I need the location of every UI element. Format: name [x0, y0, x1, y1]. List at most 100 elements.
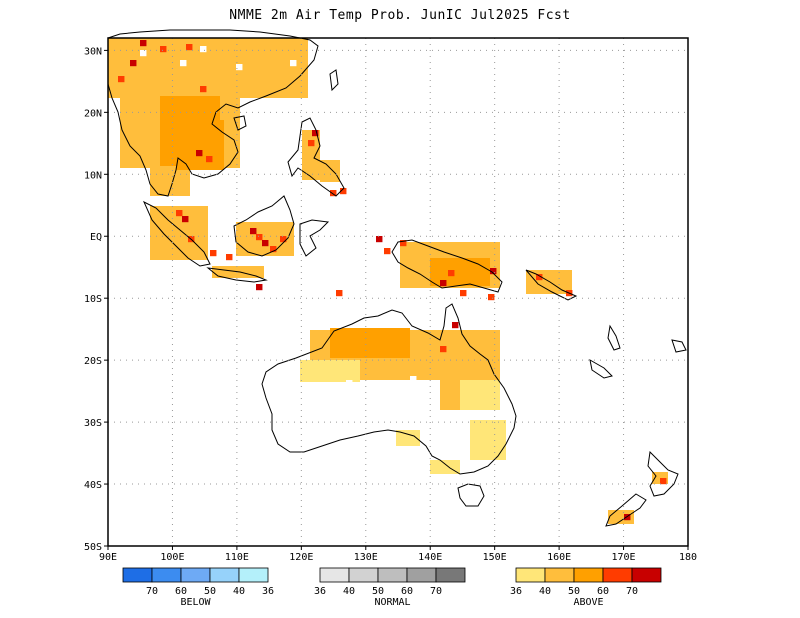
prob-cell-hot — [256, 284, 263, 291]
lon-label: 130E — [354, 552, 378, 563]
prob-cell-hot — [206, 156, 213, 163]
legend-swatch-below — [151, 567, 182, 583]
lon-label: 150E — [483, 552, 507, 563]
prob-cell-none — [290, 60, 297, 67]
lat-label: 50S — [84, 542, 102, 553]
prob-cell-hot — [256, 234, 263, 241]
prob-cell-none — [200, 46, 207, 53]
coast-taiwan — [329, 69, 339, 92]
prob-cell-hot — [384, 248, 391, 255]
lon-label: 110E — [225, 552, 249, 563]
legend-name-above: ABOVE — [573, 597, 603, 608]
legend-tick-below: 50 — [204, 586, 216, 597]
legend-swatch-below — [209, 567, 240, 583]
prob-cell-hot — [308, 140, 315, 147]
legend-name-normal: NORMAL — [374, 597, 410, 608]
coast-vanuatu — [607, 324, 621, 351]
legend-tick-below: 60 — [175, 586, 187, 597]
prob-cell-none — [410, 376, 417, 383]
prob-cell-hot — [400, 240, 407, 247]
prob-cell-block — [300, 360, 360, 382]
lat-label: 40S — [84, 480, 102, 491]
prob-cell-block — [302, 130, 320, 180]
legend-tick-above: 60 — [597, 586, 609, 597]
lat-label: 20S — [84, 356, 102, 367]
lat-label: 20N — [84, 108, 102, 119]
legend-tick-below: 40 — [233, 586, 245, 597]
prob-cell-block — [608, 510, 634, 524]
legend-tick-below: 36 — [262, 586, 274, 597]
legend-swatch-above — [631, 567, 662, 583]
prob-cell-hot — [160, 46, 167, 53]
prob-cell-hot — [330, 190, 337, 197]
prob-cell-hot — [226, 254, 233, 261]
legend-swatch-normal — [406, 567, 437, 583]
legend-tick-above: 50 — [568, 586, 580, 597]
coast-philippines — [287, 117, 345, 197]
legend-tick-above: 70 — [626, 586, 638, 597]
legend-swatch-normal — [348, 567, 379, 583]
lat-label: EQ — [90, 232, 102, 243]
prob-cell-block — [396, 430, 420, 446]
legend-tick-normal: 40 — [343, 586, 355, 597]
map-frame — [107, 37, 689, 547]
prob-cell-hot — [196, 150, 203, 157]
prob-cell-hot — [130, 60, 137, 67]
legend-swatch-below — [180, 567, 211, 583]
coast-borneo — [233, 195, 295, 257]
prob-cell-block — [430, 460, 460, 474]
prob-cell-block — [470, 420, 506, 460]
legend-tick-normal: 50 — [372, 586, 384, 597]
prob-cell-block — [176, 120, 224, 170]
prob-cell-none — [180, 60, 187, 67]
lon-label: 160E — [547, 552, 571, 563]
prob-cell-none — [250, 104, 257, 111]
lat-label: 10N — [84, 170, 102, 181]
prob-cell-hot — [452, 322, 459, 329]
prob-cell-hot — [182, 216, 189, 223]
lon-label: 100E — [160, 552, 184, 563]
prob-cell-block — [108, 38, 308, 98]
legend-tick-normal: 60 — [401, 586, 413, 597]
coast-new-caledonia — [589, 359, 613, 379]
legend-swatch-below — [238, 567, 269, 583]
lat-label: 30N — [84, 46, 102, 57]
coast-nz-north — [647, 450, 679, 497]
lat-label: 30S — [84, 418, 102, 429]
prob-cell-block — [460, 380, 500, 410]
prob-cell-hot — [176, 210, 183, 217]
prob-cell-hot — [186, 44, 193, 51]
prob-cell-hot — [340, 188, 347, 195]
lat-label: 10S — [84, 294, 102, 305]
prob-cell-hot — [312, 130, 319, 137]
legend-swatch-below — [122, 567, 153, 583]
coast-hainan — [233, 115, 247, 131]
prob-cell-hot — [448, 270, 455, 277]
lon-label: 120E — [289, 552, 313, 563]
prob-cell-hot — [488, 294, 495, 301]
prob-cell-hot — [376, 236, 383, 243]
prob-cell-hot — [118, 76, 125, 83]
legend-name-below: BELOW — [180, 597, 211, 608]
legend-tick-above: 36 — [510, 586, 522, 597]
coast-nz-south — [605, 493, 647, 527]
probability-legend: 70 60 50 40 36 BELOW 36 40 50 60 70 NORMAL 36 40 50 60 7… — [122, 567, 662, 608]
legend-swatch-above — [602, 567, 633, 583]
coast-sulawesi — [299, 219, 330, 257]
coast-new-guinea — [391, 239, 503, 293]
prob-cell-hot — [280, 236, 287, 243]
prob-cell-none — [140, 50, 147, 57]
lon-label: 170E — [612, 552, 636, 563]
lon-label: 180 — [679, 552, 697, 563]
legend-swatch-above — [544, 567, 575, 583]
prob-cell-hot — [140, 40, 147, 47]
prob-cell-hot — [536, 274, 543, 281]
coast-tasmania — [457, 483, 485, 507]
legend-tick-normal: 70 — [430, 586, 442, 597]
prob-cell-hot — [490, 268, 497, 275]
legend-tick-normal: 36 — [314, 586, 326, 597]
coast-fiji — [671, 339, 687, 353]
coast-australia — [261, 303, 517, 475]
